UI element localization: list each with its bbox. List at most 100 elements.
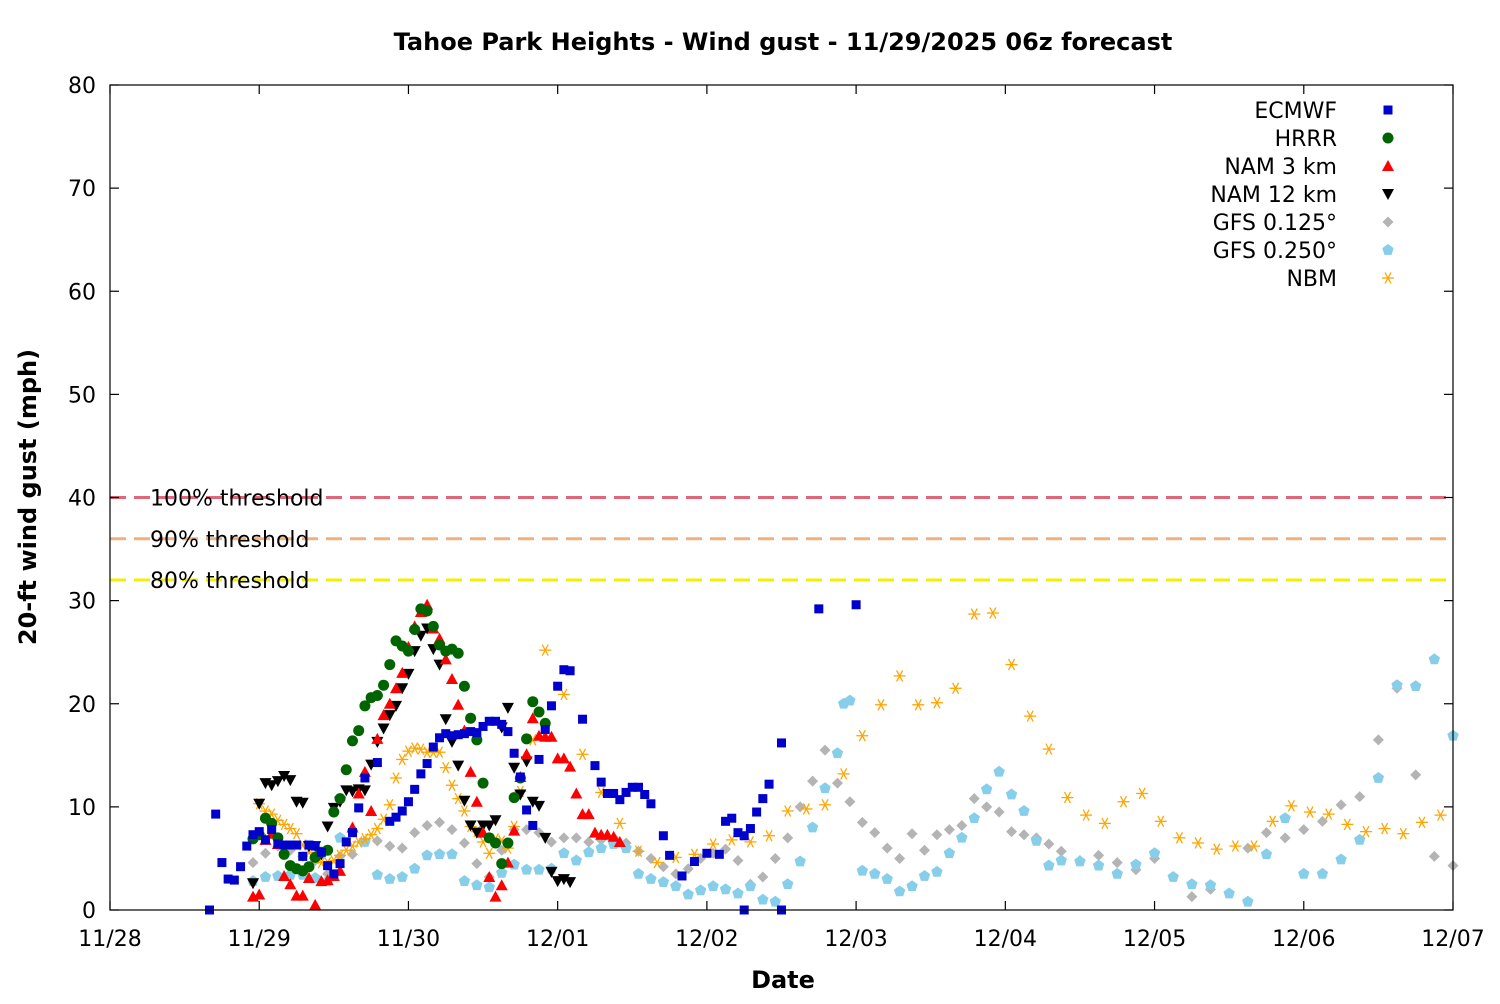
point-gfs-0-250	[1223, 887, 1235, 899]
legend-marker-gfs-0-125	[1382, 216, 1394, 228]
point-ecmwf	[559, 665, 569, 675]
point-ecmwf	[385, 816, 395, 826]
point-nbm-stroke	[1082, 809, 1090, 821]
point-ecmwf	[490, 716, 500, 726]
point-gfs-0-250	[993, 765, 1005, 777]
point-hrrr	[427, 620, 439, 632]
point-hrrr	[402, 645, 414, 657]
point-nam-12-km	[284, 775, 297, 787]
point-nbm	[539, 644, 552, 656]
point-ecmwf	[739, 831, 749, 841]
point-nam-12-km	[526, 796, 539, 808]
point-nbm-stroke	[485, 847, 493, 860]
point-ecmwf	[478, 721, 488, 731]
point-gfs-0-125	[993, 806, 1005, 818]
point-gfs-0-250	[396, 871, 408, 882]
point-nbm-stroke	[392, 772, 400, 784]
point-nbm	[1397, 827, 1410, 840]
point-nam-12-km	[402, 668, 415, 680]
point-nam-12-km	[271, 776, 284, 788]
point-nbm-stroke	[709, 838, 717, 850]
point-ecmwf	[752, 807, 762, 817]
point-nam-12-km	[265, 780, 278, 792]
point-nbm-stroke	[560, 688, 568, 701]
point-ecmwf	[310, 841, 320, 851]
point-gfs-0-250	[831, 747, 844, 759]
point-ecmwf	[745, 824, 755, 834]
point-nam-3-km	[377, 709, 390, 721]
point-nbm-stroke	[765, 829, 773, 842]
point-hrrr	[533, 706, 545, 718]
point-gfs-0-125	[844, 796, 856, 808]
point-gfs-0-125	[570, 832, 582, 844]
point-nbm	[1359, 825, 1372, 838]
point-nbm	[1098, 817, 1111, 830]
point-ecmwf	[714, 849, 724, 859]
point-gfs-0-125	[968, 793, 980, 805]
series-hrrr	[247, 603, 551, 877]
point-gfs-0-125	[757, 871, 769, 883]
point-gfs-0-125	[1335, 799, 1347, 811]
point-gfs-0-250	[782, 878, 794, 890]
point-nbm-stroke	[1026, 710, 1034, 722]
point-gfs-0-125	[906, 828, 918, 840]
point-gfs-0-125	[1372, 734, 1384, 746]
point-nam-3-km	[396, 666, 409, 678]
point-nam-3-km	[557, 752, 570, 764]
point-nbm-stroke	[1343, 818, 1351, 831]
x-tick-label: 12/07	[1421, 927, 1484, 952]
point-gfs-0-250	[1005, 788, 1018, 800]
point-gfs-0-250	[670, 880, 682, 892]
point-gfs-0-125	[1093, 849, 1105, 861]
point-nam-12-km	[358, 785, 371, 797]
point-nbm-stroke	[1436, 809, 1445, 821]
point-ecmwf	[602, 788, 612, 798]
point-nbm-stroke	[1138, 787, 1146, 800]
point-nbm	[383, 799, 396, 811]
legend-marker-nbm-stroke	[1384, 272, 1392, 284]
point-ecmwf	[217, 858, 227, 868]
point-ecmwf	[515, 772, 525, 782]
point-gfs-0-125	[1298, 824, 1310, 836]
point-gfs-0-250	[1055, 854, 1067, 866]
point-gfs-0-125	[1111, 857, 1123, 869]
point-gfs-0-125	[1043, 838, 1055, 850]
point-nbm	[1266, 815, 1279, 828]
point-hrrr	[378, 679, 390, 691]
point-hrrr	[527, 696, 539, 708]
point-nam-3-km	[284, 878, 297, 890]
point-nbm-stroke	[634, 845, 643, 858]
point-hrrr	[421, 605, 433, 617]
point-nam-3-km	[545, 730, 558, 742]
point-ecmwf	[553, 681, 563, 691]
point-gfs-0-250	[980, 783, 993, 795]
point-hrrr	[359, 700, 371, 712]
point-gfs-0-250	[1043, 859, 1055, 871]
point-ecmwf	[335, 859, 345, 869]
point-hrrr	[489, 837, 501, 849]
point-gfs-0-125	[831, 777, 843, 789]
point-gfs-0-250	[1428, 653, 1441, 665]
point-nbm-stroke	[286, 822, 294, 835]
point-ecmwf	[372, 758, 382, 768]
point-gfs-0-250	[1279, 812, 1291, 824]
legend-label-nam-3-km: NAM 3 km	[1224, 155, 1337, 180]
point-gfs-0-250	[719, 883, 732, 895]
thresholds-layer: 100% threshold 90% threshold 80% threshold	[110, 487, 1453, 594]
point-nbm	[576, 748, 589, 761]
point-gfs-0-125	[1055, 845, 1067, 857]
legend-label-gfs-0-250: GFS 0.250°	[1213, 239, 1337, 264]
point-hrrr	[334, 793, 346, 805]
point-gfs-0-250	[483, 881, 495, 893]
point-nam-12-km	[514, 789, 527, 801]
point-nbm-stroke	[398, 753, 406, 766]
point-gfs-0-125	[371, 835, 383, 847]
point-gfs-0-250	[1092, 859, 1105, 871]
point-nam-3-km	[464, 765, 477, 777]
point-ecmwf	[453, 730, 463, 740]
point-nbm-stroke	[435, 746, 444, 759]
point-nbm-stroke	[1231, 840, 1239, 852]
x-axis-label: Date	[751, 966, 815, 994]
point-gfs-0-250	[682, 888, 694, 900]
point-gfs-0-250	[931, 865, 943, 877]
